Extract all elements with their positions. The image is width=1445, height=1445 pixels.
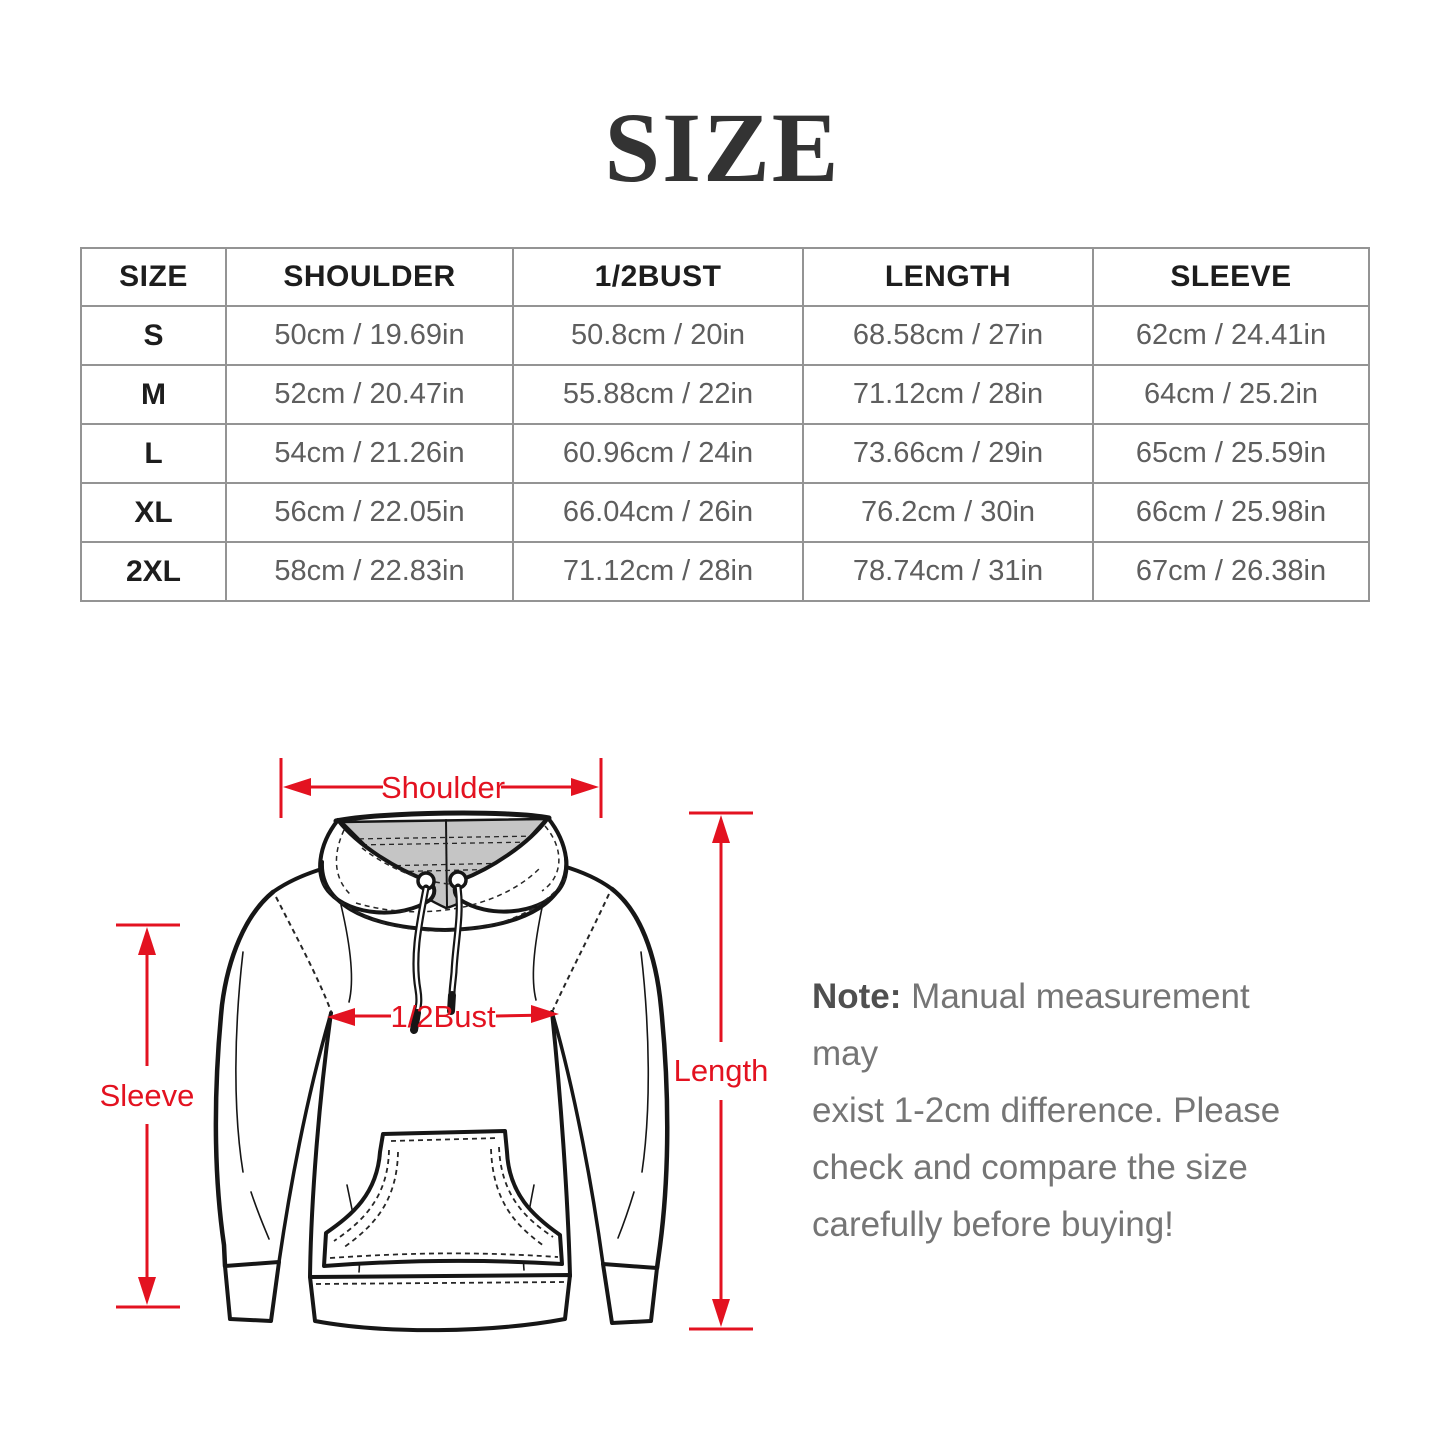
cell: 78.74cm / 31in: [802, 541, 1094, 602]
cell: 50cm / 19.69in: [225, 305, 514, 366]
length-label: Length: [674, 1053, 769, 1088]
col-header-sleeve: SLEEVE: [1092, 247, 1370, 307]
hoodie-body-outline: [213, 864, 670, 1333]
cell: 58cm / 22.83in: [225, 541, 514, 602]
cell: 50.8cm / 20in: [512, 305, 804, 366]
cell: 55.88cm / 22in: [512, 364, 804, 425]
cell: 60.96cm / 24in: [512, 423, 804, 484]
cuff-left: [223, 1260, 281, 1323]
table-header-row: SIZE SHOULDER 1/2BUST LENGTH SLEEVE: [80, 247, 1370, 307]
cell: 54cm / 21.26in: [225, 423, 514, 484]
cell: 56cm / 22.05in: [225, 482, 514, 543]
kangaroo-pocket: [322, 1129, 564, 1268]
note-line: Note: Manual measurement may: [812, 977, 1250, 1073]
cell: 68.58cm / 27in: [802, 305, 1094, 366]
table-row: L 54cm / 21.26in 60.96cm / 24in 73.66cm …: [80, 423, 1370, 484]
sleeve-label: Sleeve: [100, 1078, 195, 1113]
table-row: S 50cm / 19.69in 50.8cm / 20in 68.58cm /…: [80, 305, 1370, 366]
size-chart-table: SIZE SHOULDER 1/2BUST LENGTH SLEEVE S 50…: [80, 247, 1370, 602]
note-line: exist 1-2cm difference. Please: [812, 1091, 1281, 1130]
page-title: SIZE: [604, 92, 841, 203]
note-line: check and compare the size: [812, 1148, 1248, 1187]
cuff-right: [601, 1262, 659, 1325]
cell: 73.66cm / 29in: [802, 423, 1094, 484]
cell: L: [80, 423, 227, 484]
hoodie-measurement-diagram: Shoulder Sleeve 1/2Bust Length: [100, 758, 769, 1333]
cell: S: [80, 305, 227, 366]
cell: 52cm / 20.47in: [225, 364, 514, 425]
col-header-shoulder: SHOULDER: [225, 247, 514, 307]
cell: 64cm / 25.2in: [1092, 364, 1370, 425]
drawstrings: [410, 883, 463, 1034]
note-line: carefully before buying!: [812, 1205, 1174, 1244]
cell: 71.12cm / 28in: [512, 541, 804, 602]
cell: 67cm / 26.38in: [1092, 541, 1370, 602]
col-header-size: SIZE: [80, 247, 227, 307]
table-row: 2XL 58cm / 22.83in 71.12cm / 28in 78.74c…: [80, 541, 1370, 602]
hem-band: [308, 1273, 572, 1333]
cell: 62cm / 24.41in: [1092, 305, 1370, 366]
bust-label: 1/2Bust: [390, 999, 496, 1034]
cell: 65cm / 25.59in: [1092, 423, 1370, 484]
shoulder-label: Shoulder: [381, 770, 505, 805]
cell: XL: [80, 482, 227, 543]
sleeve-arrow: Sleeve: [100, 923, 195, 1309]
cell: 71.12cm / 28in: [802, 364, 1094, 425]
table-row: XL 56cm / 22.05in 66.04cm / 26in 76.2cm …: [80, 482, 1370, 543]
cell: M: [80, 364, 227, 425]
cell: 66.04cm / 26in: [512, 482, 804, 543]
cell: 76.2cm / 30in: [802, 482, 1094, 543]
shoulder-arrow: Shoulder: [279, 758, 603, 818]
bust-arrow: 1/2Bust: [327, 999, 559, 1034]
cell: 2XL: [80, 541, 227, 602]
hood-collar: [318, 810, 569, 932]
col-header-bust: 1/2BUST: [512, 247, 804, 307]
length-arrow: Length: [674, 811, 769, 1331]
collar-fold-left: [318, 818, 437, 915]
col-header-length: LENGTH: [802, 247, 1094, 307]
measurement-note: Note: Manual measurement may exist 1-2cm…: [812, 968, 1302, 1253]
table-row: M 52cm / 20.47in 55.88cm / 22in 71.12cm …: [80, 364, 1370, 425]
note-label: Note:: [812, 977, 902, 1016]
cell: 66cm / 25.98in: [1092, 482, 1370, 543]
